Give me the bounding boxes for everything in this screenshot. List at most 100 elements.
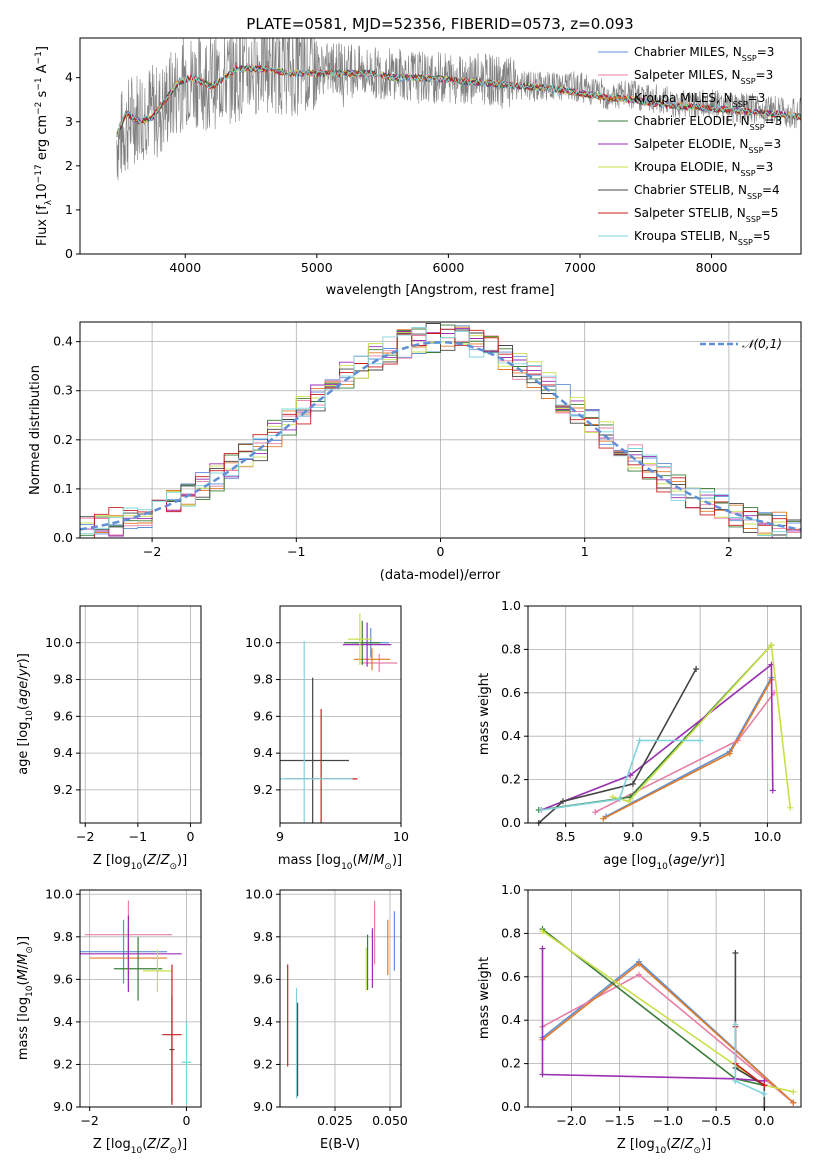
mass-z-xlabel: Z [log10(Z/Z⊙)]: [93, 1137, 187, 1156]
mass-ebv-xlabel: E(B-V): [320, 1137, 360, 1152]
residual-histogram: [80, 327, 801, 538]
legend-normal-label: 𝒩(0,1): [742, 337, 782, 351]
x-tick-label: 9: [276, 829, 284, 844]
y-tick-label: 0.2: [501, 1056, 521, 1071]
age-z-grid: [80, 606, 201, 823]
mass-z-panel: −2 0 9.0 9.2 9.4 9.6 9.8 10.0 Z [log10(Z/Z⊙)] m…: [16, 886, 202, 1156]
y-tick-label: 0.1: [53, 481, 73, 496]
y-tick-label: 3: [65, 114, 73, 129]
x-tick-label: 2: [725, 544, 733, 559]
x-tick-label: 5000: [301, 260, 333, 275]
legend-label: Salpeter ELODIE, NSSP=3: [634, 137, 781, 155]
y-tick-label: 10.0: [245, 635, 273, 650]
legend-label: Kroupa MILES, NSSP=3: [634, 91, 765, 109]
age-mass-xlabel: mass [log10(M/M⊙)]: [278, 853, 402, 872]
spectrum-frame: [79, 37, 802, 255]
x-tick-label: 0.025: [317, 1113, 353, 1128]
weight-age-grid: [528, 605, 801, 824]
normal-curve: [80, 340, 801, 531]
x-tick-label: 4000: [169, 260, 201, 275]
x-tick-label: −2: [143, 544, 161, 559]
weight-z-frame: [527, 889, 802, 1108]
legend-label: Chabrier ELODIE, NSSP=3: [634, 114, 782, 132]
x-tick-label: −2.0: [556, 1113, 586, 1128]
y-tick-label: 10.0: [45, 886, 73, 901]
mass-z-frame: [79, 889, 202, 1108]
y-tick-label: 9.2: [53, 1056, 73, 1071]
x-tick-label: 10.0: [753, 829, 781, 844]
y-tick-label: 0.8: [501, 641, 521, 656]
y-tick-label: 9.8: [53, 672, 73, 687]
y-tick-label: 0.6: [501, 969, 521, 984]
y-tick-label: 0.4: [501, 728, 521, 743]
y-tick-label: 0.6: [501, 685, 521, 700]
age-mass-panel: 9 10 9.2 9.4 9.6 9.8 10.0 mass [log10(M/M⊙)]: [245, 605, 409, 872]
weight-line: [538, 668, 697, 824]
y-tick-label: 1.0: [501, 882, 521, 897]
y-tick-label: 9.4: [53, 745, 73, 760]
y-tick-label: 1: [65, 202, 73, 217]
x-tick-label: −1.5: [604, 1113, 634, 1128]
x-tick-label: 0.050: [372, 1113, 408, 1128]
x-tick-label: −2: [76, 829, 94, 844]
age-z-frame: [79, 605, 202, 824]
mass-ebv-ticks: 0.025 0.050 9.0 9.2 9.4 9.6 9.8 10.0: [245, 886, 408, 1128]
y-tick-label: 0.8: [501, 925, 521, 940]
mass-z-ticks: −2 0 9.0 9.2 9.4 9.6 9.8 10.0: [45, 886, 190, 1128]
y-tick-label: 9.4: [253, 745, 273, 760]
weight-age-frame: [527, 605, 802, 824]
age-z-points: [80, 615, 206, 815]
weight-z-ylabel: mass weight: [477, 957, 492, 1039]
y-tick-label: 9.8: [253, 929, 273, 944]
y-tick-label: 9.8: [253, 672, 273, 687]
age-z-ticks: −2 −1 0 9.2 9.4 9.6 9.8 10.0: [45, 635, 194, 844]
y-tick-label: 9.6: [53, 971, 73, 986]
y-tick-label: 9.4: [53, 1014, 73, 1029]
weight-age-ylabel: mass weight: [477, 673, 492, 755]
y-tick-label: 0.0: [501, 815, 521, 830]
residual-histogram: [80, 328, 801, 538]
weight-z-ticks: −2.0 −1.5 −1.0 −0.5 0.0 0.0 0.2 0.4 0.6 0.8 1.0: [501, 882, 774, 1128]
weight-age-ticks: 8.5 9.0 9.5 10.0 0.0 0.2 0.4 0.6 0.8 1.0: [501, 598, 781, 844]
y-tick-label: 9.2: [253, 782, 273, 797]
y-tick-label: 0.4: [501, 1012, 521, 1027]
histogram-plot-area: [80, 323, 801, 538]
y-tick-label: 10.0: [45, 635, 73, 650]
mass-z-grid: [80, 890, 201, 1108]
spectrum-ylabel: Flux [fλ10−17 erg cm−2 s−1 A−1]: [34, 46, 54, 246]
age-z-panel: −2 −1 0 9.2 9.4 9.6 9.8 10.0 Z [log10(Z/Z⊙)] ag…: [16, 605, 206, 872]
age-z-xlabel: Z [log10(Z/Z⊙)]: [93, 853, 187, 872]
y-tick-label: 9.2: [253, 1056, 273, 1071]
model-spectrum: [116, 64, 801, 137]
x-tick-label: 9.0: [623, 829, 643, 844]
weight-line: [594, 692, 775, 813]
histogram-xlabel: (data-model)/error: [380, 568, 501, 583]
mass-z-points: [80, 900, 192, 1105]
spectrum-ticks: 4000 5000 6000 7000 8000 0 1 2 3 4: [65, 70, 727, 275]
y-tick-label: 9.8: [53, 929, 73, 944]
legend-label: Chabrier MILES, NSSP=3: [634, 45, 774, 63]
legend-label: Salpeter MILES, NSSP=3: [634, 68, 773, 86]
x-tick-label: 8.5: [556, 829, 576, 844]
x-tick-label: 10: [393, 829, 409, 844]
histogram-ylabel: Normed distribution: [28, 365, 43, 495]
legend-label: Kroupa STELIB, NSSP=5: [634, 229, 771, 247]
weight-z-panel: −2.0 −1.5 −1.0 −0.5 0.0 0.0 0.2 0.4 0.6 0.8 1.0 Z …: [477, 882, 802, 1156]
y-tick-label: 4: [65, 70, 73, 85]
y-tick-label: 0: [65, 246, 73, 261]
mass-z-ylabel: mass [log10(M/M⊙)]: [16, 936, 35, 1060]
x-tick-label: −1: [287, 544, 305, 559]
x-tick-label: −2: [80, 1113, 98, 1128]
x-tick-label: −1.0: [653, 1113, 683, 1128]
weight-line: [541, 662, 774, 811]
x-tick-label: 7000: [564, 260, 596, 275]
y-tick-label: 9.0: [53, 1099, 73, 1114]
x-tick-label: −0.5: [701, 1113, 731, 1128]
histogram-frame: [79, 321, 802, 539]
x-tick-label: 0: [437, 544, 445, 559]
y-tick-label: 9.4: [253, 1014, 273, 1029]
weight-age-lines: [535, 642, 794, 826]
legend-label: Salpeter STELIB, NSSP=5: [634, 206, 778, 224]
y-tick-label: 10.0: [245, 886, 273, 901]
